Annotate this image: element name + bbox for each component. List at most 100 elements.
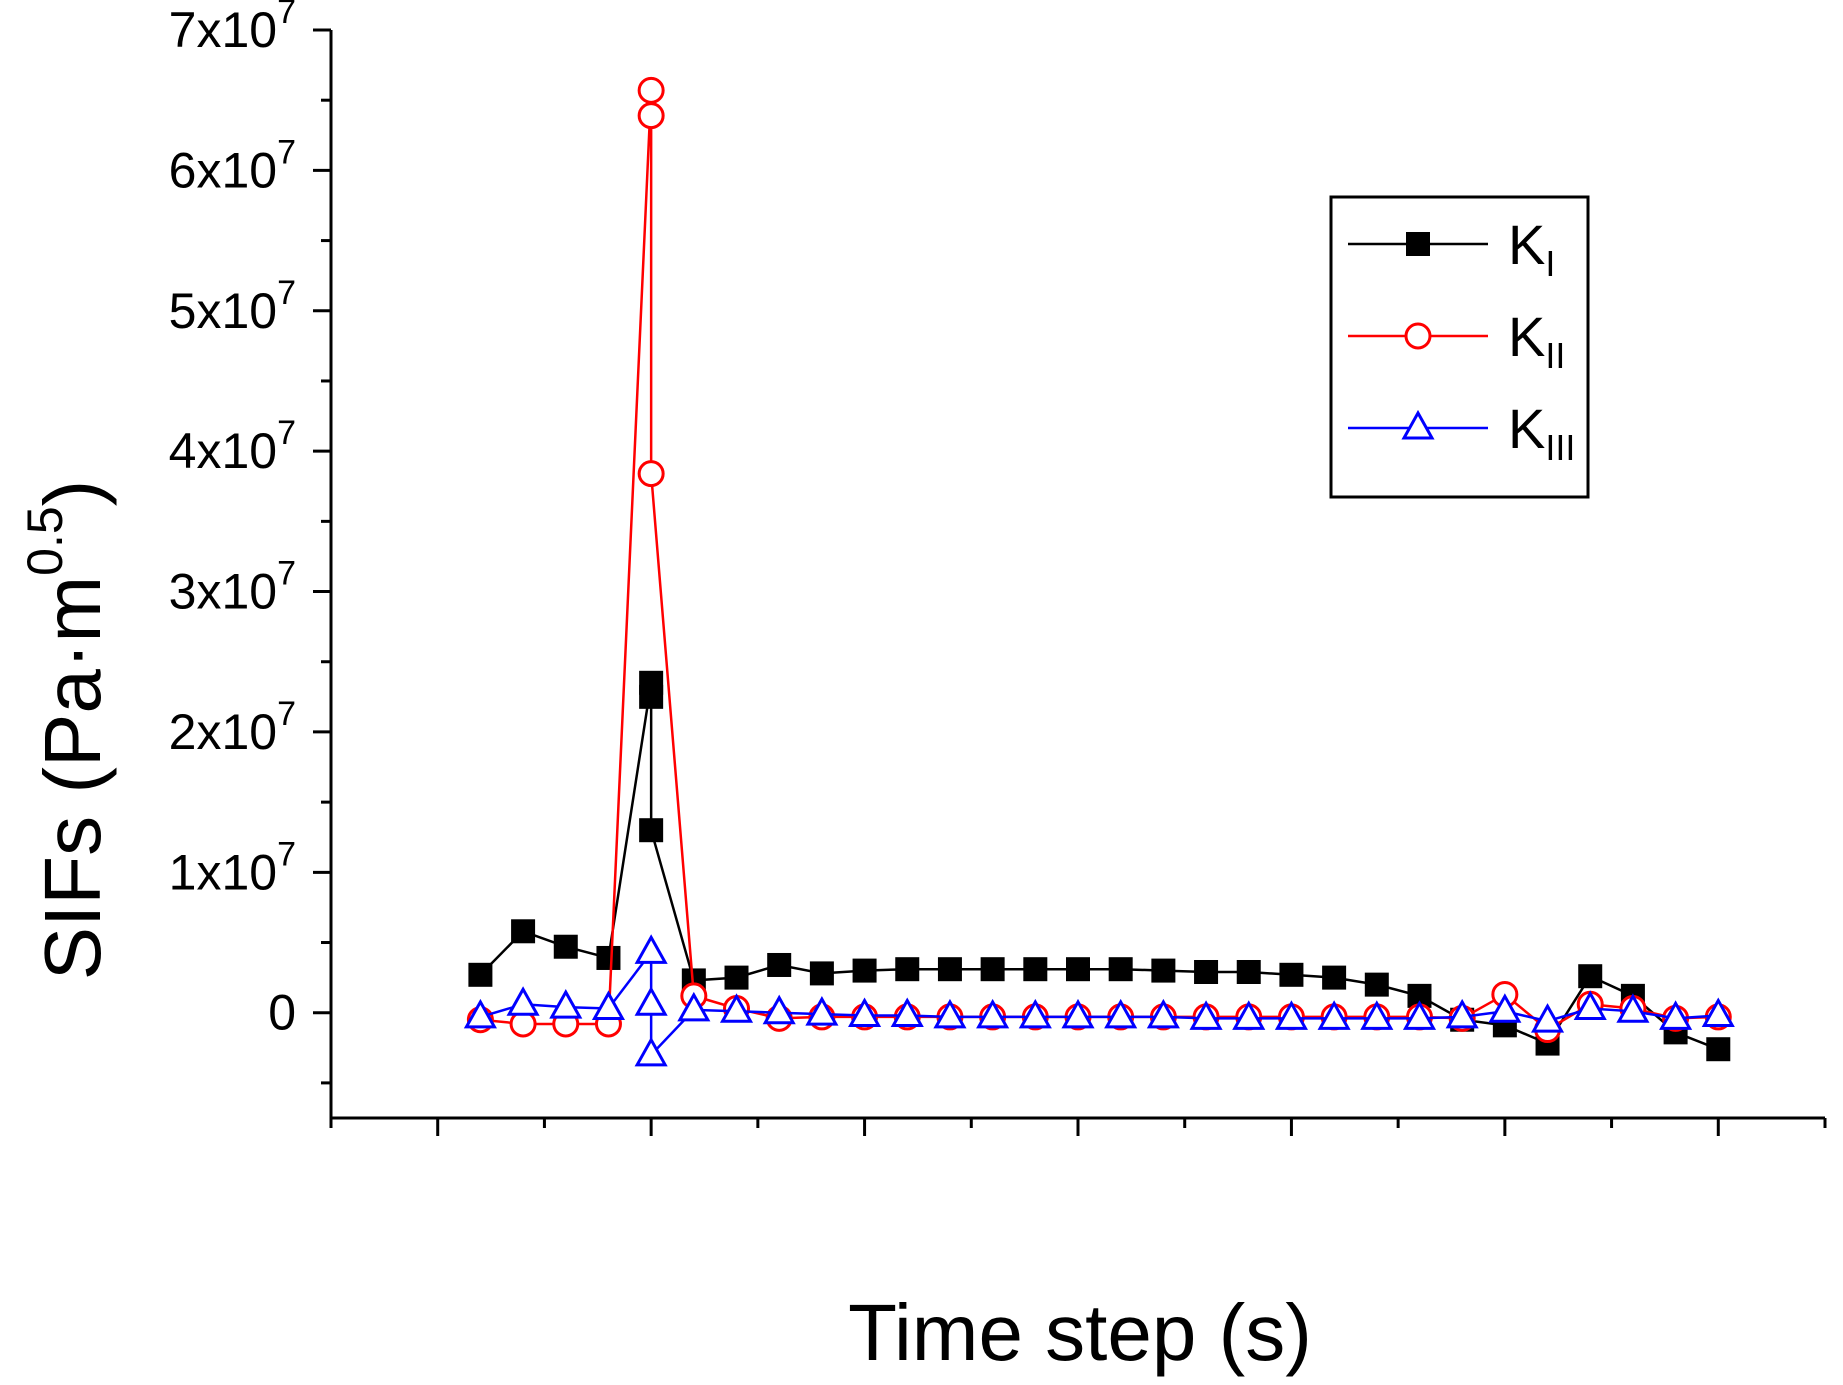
data-point-iii xyxy=(1445,998,1479,1029)
y-tick-label: 2x107 xyxy=(169,695,296,760)
y-tick-mantissa: 2x10 xyxy=(169,704,277,760)
x-axis-title: Time step (s) xyxy=(848,1288,1312,1377)
data-point-ii xyxy=(637,76,665,104)
data-point-iii xyxy=(1530,1003,1565,1033)
data-point-i xyxy=(767,952,792,977)
data-point-i xyxy=(1108,957,1133,982)
legend-label: KII xyxy=(1508,305,1565,376)
y-tick-label: 1x107 xyxy=(169,835,296,900)
data-point-i xyxy=(511,919,536,944)
data-point-i xyxy=(553,934,578,959)
data-point-i xyxy=(468,962,493,987)
data-point-iii xyxy=(677,991,711,1022)
data-point-i xyxy=(1023,957,1048,982)
data-point-i xyxy=(937,957,962,982)
y-tick-mantissa: 6x10 xyxy=(169,142,277,198)
y-tick-label: 0 xyxy=(268,985,296,1041)
legend-label-subscript: III xyxy=(1545,427,1575,468)
data-point-iii xyxy=(1616,993,1650,1023)
data-point-iii xyxy=(1701,997,1735,1028)
y-axis-title: SIFs (Pa·m0.5) xyxy=(17,480,117,981)
legend-label-name: K xyxy=(1508,305,1545,368)
series-line-iii xyxy=(480,948,1719,1058)
y-axis-title-main: SIFs (Pa·m xyxy=(28,576,117,980)
y-tick-mantissa: 0 xyxy=(268,985,296,1041)
data-point-iii xyxy=(1146,998,1180,1029)
data-point-iii xyxy=(719,993,754,1023)
y-tick-exponent: 7 xyxy=(277,0,296,31)
data-point-iii xyxy=(549,989,583,1019)
y-axis-title-exponent: 0.5 xyxy=(17,506,73,576)
y-tick-mantissa: 3x10 xyxy=(169,564,277,620)
data-point-iii xyxy=(805,996,839,1026)
data-point-i xyxy=(1578,964,1603,989)
data-point-iii xyxy=(1061,998,1095,1029)
series-layer xyxy=(463,76,1735,1067)
y-tick-exponent: 7 xyxy=(277,695,296,733)
data-point-iii xyxy=(1488,993,1522,1023)
data-point-iii xyxy=(933,998,967,1029)
data-point-iii xyxy=(1317,1000,1351,1030)
data-point-iii xyxy=(848,997,882,1028)
data-point-iii xyxy=(506,986,540,1016)
legend-marker xyxy=(1401,409,1435,440)
data-point-iii xyxy=(591,990,626,1020)
data-point-iii xyxy=(634,986,668,1016)
y-tick-label: 7x107 xyxy=(169,0,296,58)
data-point-i xyxy=(1066,957,1090,982)
data-point-iii xyxy=(762,994,796,1025)
data-point-i xyxy=(1151,958,1176,983)
legend-label-subscript: II xyxy=(1545,335,1565,376)
y-tick-exponent: 7 xyxy=(277,133,296,171)
data-point-i xyxy=(1279,962,1304,987)
data-point-iii xyxy=(1189,1000,1223,1030)
data-point-i xyxy=(639,684,664,709)
series-line-i xyxy=(479,682,1719,1051)
data-point-iii xyxy=(463,998,497,1029)
data-point-i xyxy=(1322,965,1347,990)
data-point-i xyxy=(1706,1037,1731,1062)
legend-label: KI xyxy=(1508,213,1555,284)
y-axis-title-close: ) xyxy=(28,480,117,507)
data-point-iii xyxy=(1360,1000,1394,1030)
data-point-ii xyxy=(637,460,665,488)
data-point-iii xyxy=(1573,990,1607,1020)
series-iii xyxy=(463,934,1735,1067)
y-tick-mantissa: 7x10 xyxy=(169,2,277,58)
data-point-iii xyxy=(634,934,668,964)
data-point-i xyxy=(980,957,1005,982)
data-point-iii xyxy=(1659,1000,1693,1030)
data-point-i xyxy=(596,945,621,970)
legend-label-subscript: I xyxy=(1545,243,1555,284)
y-tick-label: 5x107 xyxy=(169,274,296,339)
data-point-i xyxy=(809,961,834,986)
legend-label-name: K xyxy=(1508,213,1545,276)
data-point-iii xyxy=(1104,998,1138,1029)
y-tick-mantissa: 4x10 xyxy=(169,423,277,479)
y-tick-label: 3x107 xyxy=(169,555,296,620)
legend-label-name: K xyxy=(1508,397,1545,460)
data-point-iii xyxy=(976,998,1010,1029)
data-point-iii xyxy=(1232,1000,1266,1030)
legend-label: KIII xyxy=(1508,397,1575,468)
y-tick-mantissa: 5x10 xyxy=(169,283,277,339)
data-point-iii xyxy=(1018,998,1052,1029)
data-point-iii xyxy=(634,1036,668,1067)
y-tick-mantissa: 1x10 xyxy=(169,844,277,900)
data-point-ii xyxy=(637,102,665,130)
data-point-i xyxy=(1236,959,1261,984)
y-tick-label: 6x107 xyxy=(169,133,296,198)
data-point-i xyxy=(1364,972,1389,997)
data-point-i xyxy=(724,965,749,990)
data-point-i xyxy=(639,818,664,843)
y-tick-exponent: 7 xyxy=(277,835,296,873)
data-point-i xyxy=(895,957,920,982)
data-point-i xyxy=(1194,959,1219,984)
y-tick-exponent: 7 xyxy=(277,274,296,312)
legend-box xyxy=(1329,195,1590,499)
data-point-i xyxy=(852,958,877,983)
y-tick-label: 4x107 xyxy=(169,414,296,479)
